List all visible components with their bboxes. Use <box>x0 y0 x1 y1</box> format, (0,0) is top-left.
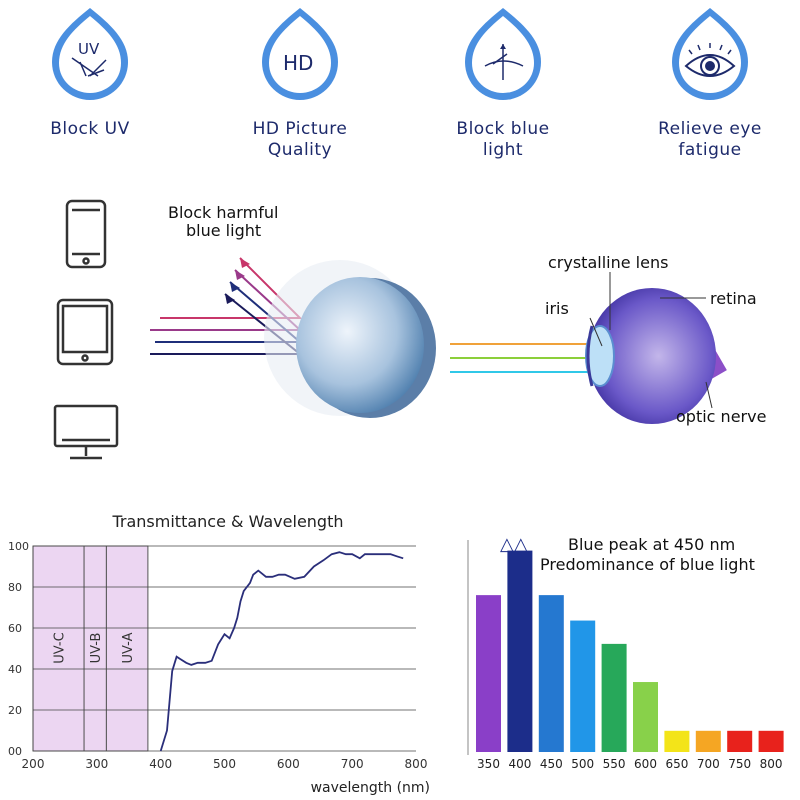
y-tick-label: 40 <box>8 663 22 676</box>
x-tick-label: 600 <box>277 757 300 771</box>
x-tick-label: 700 <box>341 757 364 771</box>
uv-band-label: UV-A <box>121 632 136 663</box>
bar-650 <box>664 730 690 752</box>
bar-600 <box>633 682 658 752</box>
feature-label: Block UV <box>50 119 130 139</box>
smartphone-icon <box>65 199 107 269</box>
bar-category-label: 450 <box>540 757 563 771</box>
hd-icon: HD <box>262 8 338 100</box>
bar-category-label: 400 <box>508 757 531 771</box>
eye-icon <box>672 8 748 100</box>
feature-label: HD Picture Quality <box>252 119 348 160</box>
annotation-blue-peak: Blue peak at 450 nm <box>568 535 735 554</box>
lens <box>296 277 424 413</box>
bar-750 <box>727 730 753 752</box>
bar-category-label: 350 <box>477 757 500 771</box>
uv-band-label: UV-B <box>89 633 104 664</box>
y-tick-label: 100 <box>8 540 29 553</box>
transmittance-series-line <box>159 551 404 752</box>
bar-400 <box>507 550 533 752</box>
annotation-predominance: Predominance of blue light <box>540 555 755 574</box>
uv-shield-icon: UV <box>52 8 128 100</box>
feature-icon-text: UV <box>78 40 100 58</box>
blue-peak-bar-chart: △△ Blue peak at 450 nm Predominance of b… <box>467 534 784 771</box>
blue-light-block-icon <box>465 8 541 100</box>
label-iris: iris <box>545 299 569 318</box>
feature-icon-text: HD <box>283 51 313 75</box>
y-tick-label: 20 <box>8 704 22 717</box>
label-retina: retina <box>710 289 757 308</box>
reflected-ray-arrowheads <box>225 258 250 304</box>
x-tick-label: 800 <box>405 757 428 771</box>
bar-category-label: 550 <box>603 757 626 771</box>
bar-350 <box>476 595 501 752</box>
bar-550 <box>601 643 627 752</box>
chart-title: Transmittance & Wavelength <box>111 512 343 531</box>
lens-caption-line: Block harmful blue light <box>168 203 278 240</box>
bar-800 <box>758 730 784 752</box>
bar-category-label: 650 <box>665 757 688 771</box>
uv-band-label: UV-C <box>53 632 68 663</box>
bar-500 <box>570 620 596 752</box>
lens-diagram: Block harmful blue light crystalline lens… <box>53 199 766 460</box>
bar-category-label: 800 <box>760 757 783 771</box>
x-axis-label: wavelength (nm) <box>311 780 430 796</box>
bar-450 <box>538 595 564 752</box>
eye-label-lines <box>589 272 713 409</box>
x-tick-label: 400 <box>149 757 172 771</box>
monitor-icon <box>53 404 119 460</box>
transmittance-chart: Transmittance & Wavelength UV-C UV-B UV-A … <box>8 512 430 796</box>
y-tick-label: 60 <box>8 622 22 635</box>
uv-band <box>105 545 149 752</box>
label-optic-nerve: optic nerve <box>676 407 766 426</box>
x-tick-label: 500 <box>213 757 236 771</box>
y-tick-label: 00 <box>8 745 22 758</box>
x-tick-label: 300 <box>85 757 108 771</box>
bar-category-label: 500 <box>571 757 594 771</box>
feature-label: Relieve eye fatigue <box>658 119 762 160</box>
label-crystalline-lens: crystalline lens <box>548 253 668 272</box>
bar-category-label: 600 <box>634 757 657 771</box>
bar-category-label: 750 <box>728 757 751 771</box>
tablet-icon <box>56 298 114 366</box>
y-tick-label: 80 <box>8 581 22 594</box>
eye-diagram <box>585 288 727 424</box>
bar-700 <box>695 730 721 752</box>
x-tick-label: 200 <box>22 757 45 771</box>
bar-category-label: 700 <box>697 757 720 771</box>
feature-label: Block blue light <box>456 119 550 160</box>
peak-marker: △△ <box>500 534 528 555</box>
